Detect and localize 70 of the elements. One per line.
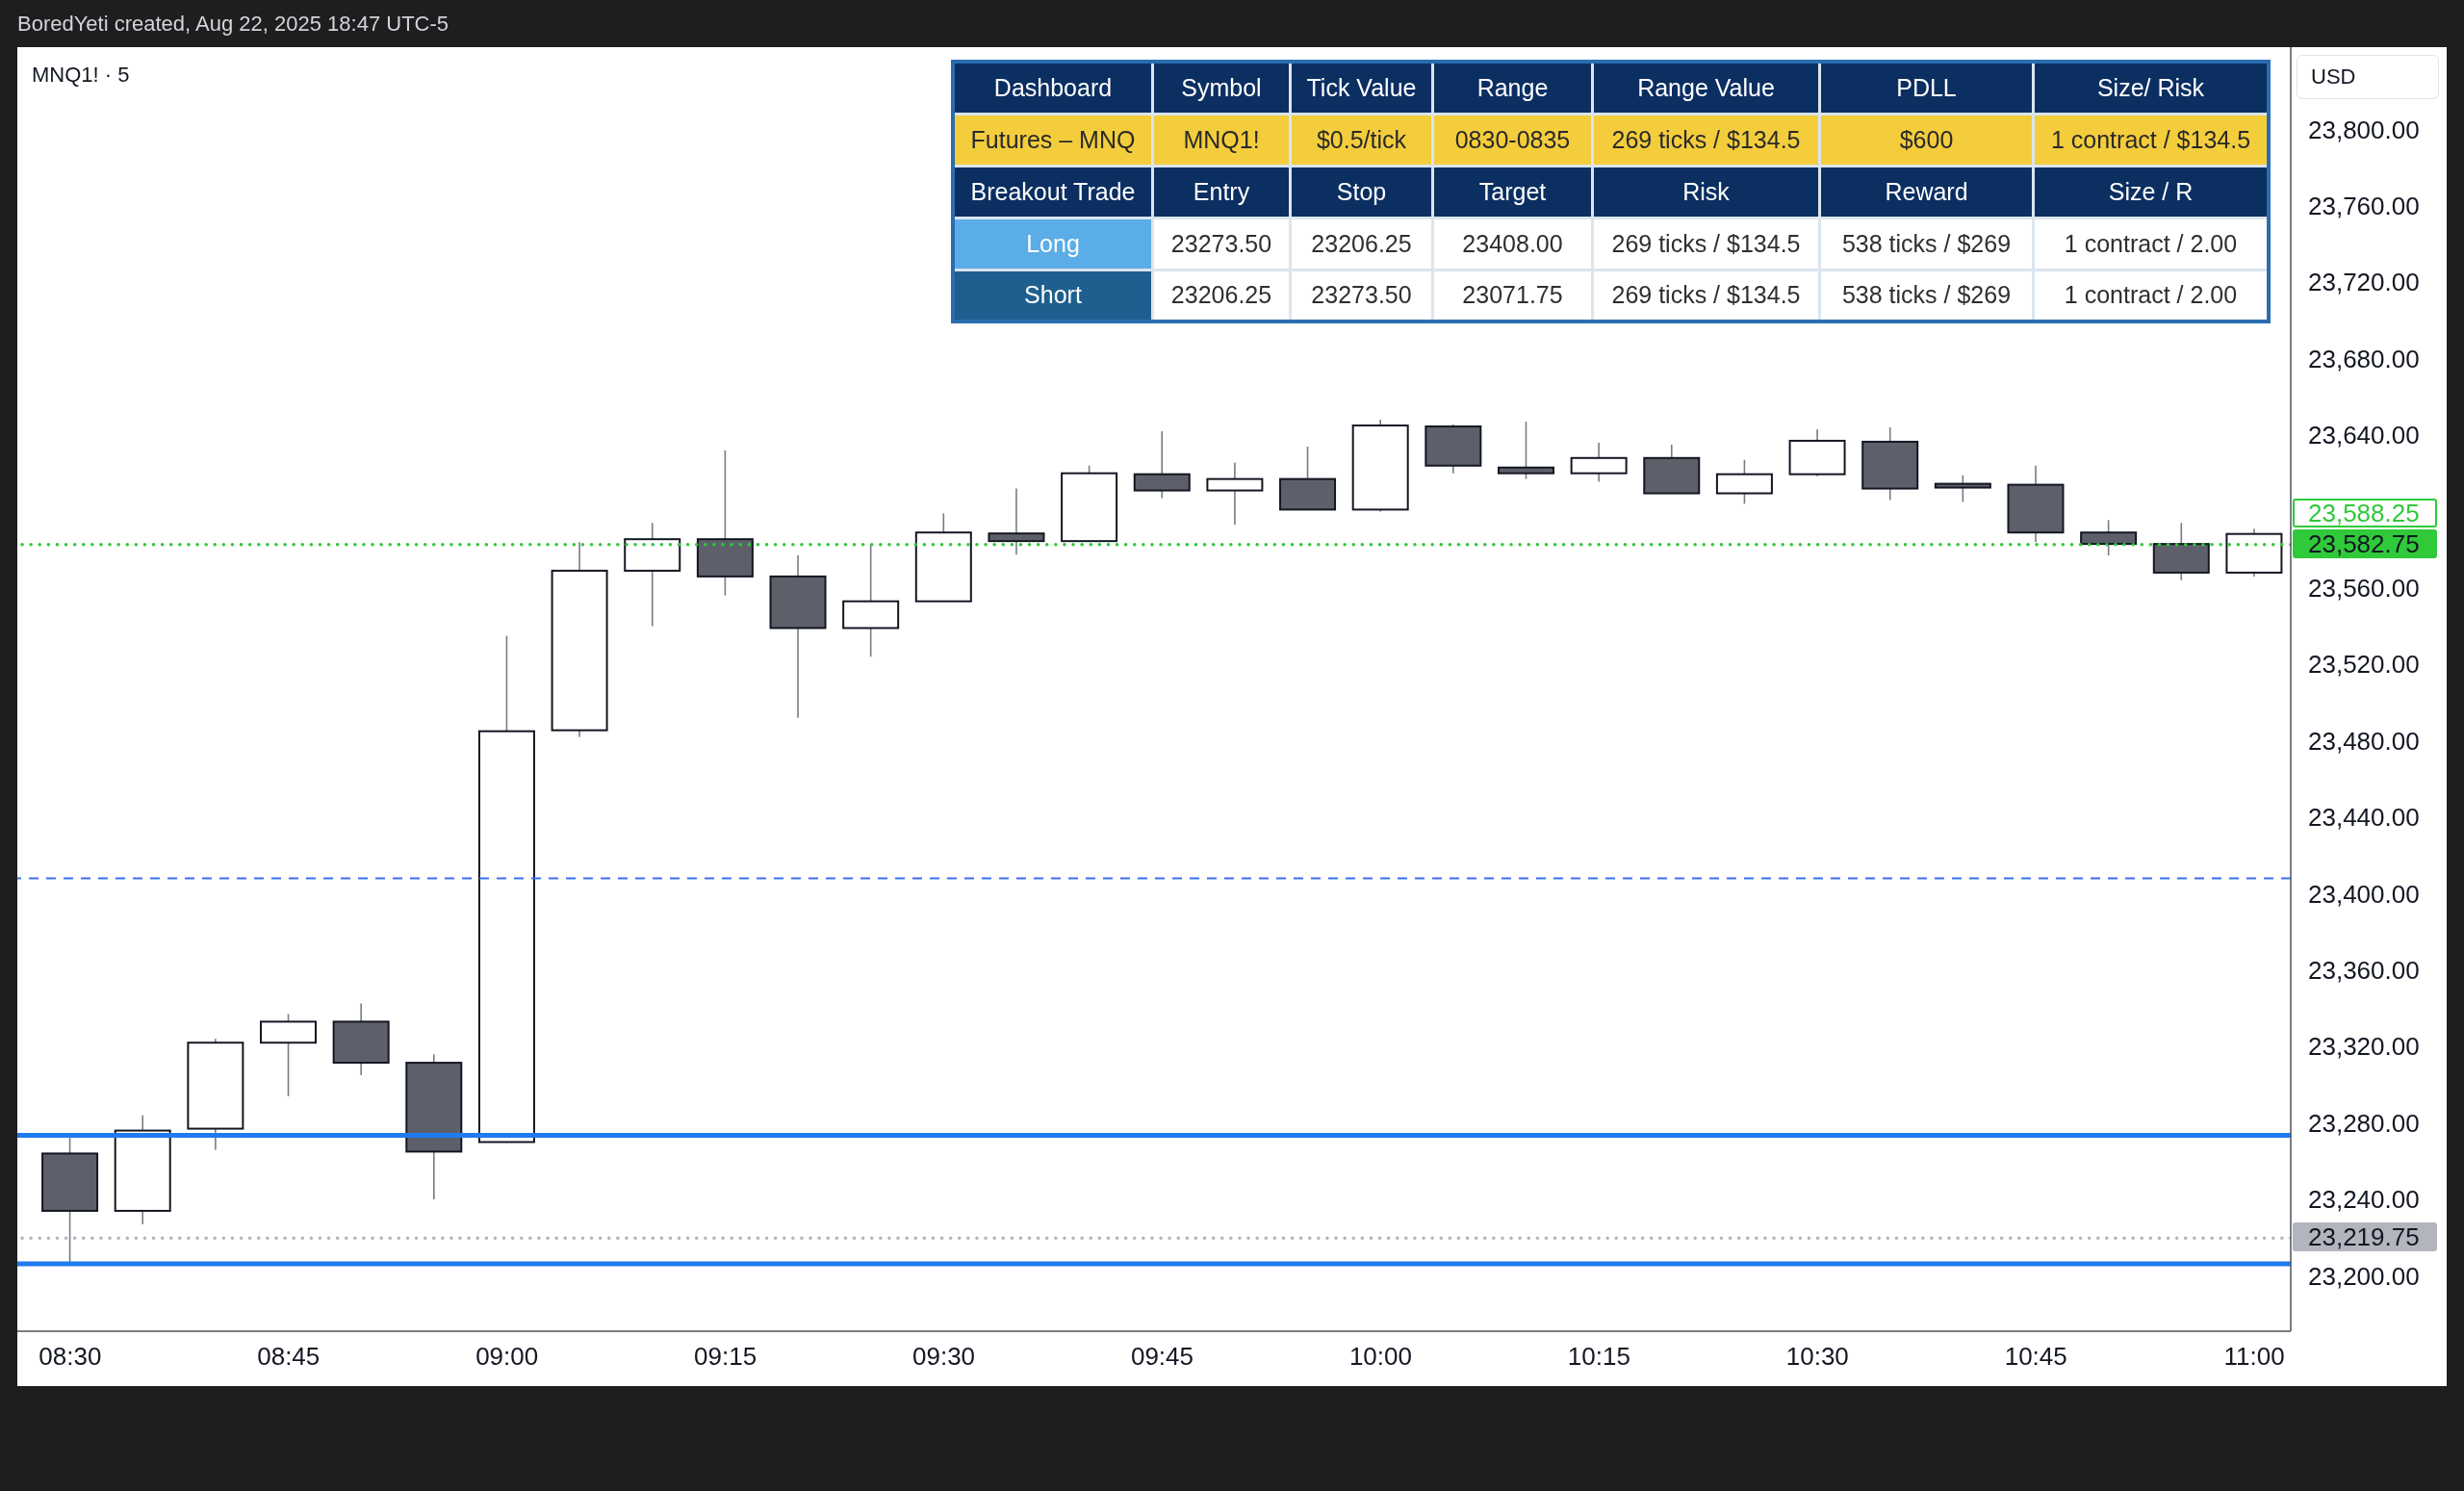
text: Stop [1336,177,1387,205]
text: Dashboard [993,73,1113,101]
x-tick-label: 09:30 [912,1342,976,1372]
text: Risk [1682,177,1730,205]
text: Reward [1885,177,1968,205]
ref-line-label: 23,582.75 [2293,528,2437,558]
text: Short [1024,281,1082,309]
y-tick-label: 23,480.00 [2308,726,2420,756]
text: Symbol [1181,73,1262,101]
x-tick-label: 10:00 [1348,1342,1412,1372]
y-tick-label: 23,800.00 [2308,115,2420,144]
y-tick-label: 23,720.00 [2308,268,2420,297]
text: Entry [1193,177,1250,205]
text: Range [1476,73,1549,101]
text: $600 [1899,125,1954,153]
y-tick-label: 23,280.00 [2308,1108,2420,1138]
y-tick-label: 23,640.00 [2308,421,2420,450]
x-tick-label: 08:45 [257,1342,321,1372]
ref-line-label: 23,219.75 [2293,1222,2437,1252]
text: 1 contract / 2.00 [2064,229,2238,257]
x-tick-label: 10:30 [1785,1342,1849,1372]
text: $0.5/tick [1316,125,1407,153]
text: 23273.50 [1170,229,1272,257]
annotation: 23,588.25 [2293,498,2437,527]
text: Tick Value [1306,73,1417,101]
text: MNQ1! [1183,125,1260,153]
x-tick-label: 09:15 [694,1342,757,1372]
y-tick-label: 23,400.00 [2308,879,2420,909]
text: Futures – MNQ [970,125,1136,153]
text: MNQ1! · 5 [32,63,130,88]
text: 23071.75 [1462,281,1563,309]
y-tick-label: 23,560.00 [2308,574,2420,604]
text: Breakout Trade [970,177,1136,205]
candlestick [988,487,1045,555]
text: 1 contract / $134.5 [2050,125,2251,153]
text: 269 ticks / $134.5 [1611,281,1801,309]
candlestick [1497,421,1554,480]
text: 23206.25 [1311,229,1412,257]
x-tick-label: 08:30 [38,1342,102,1372]
text: 538 ticks / $269 [1841,281,2012,309]
y-axis-title: USD [2297,55,2439,99]
text: BoredYeti created, Aug 22, 2025 18:47 UTC-5 [17,12,449,37]
text: 538 ticks / $269 [1841,229,2012,257]
y-tick-label: 23,200.00 [2308,1261,2420,1291]
text: Long [1026,229,1080,257]
x-tick-label: 09:00 [475,1342,539,1372]
y-tick-label: 23,240.00 [2308,1185,2420,1215]
text: 23206.25 [1170,281,1272,309]
x-tick-label: 11:00 [2223,1342,2285,1372]
x-tick-label: 10:15 [1567,1342,1630,1372]
x-tick-label: 09:45 [1130,1342,1194,1372]
text: Target [1478,177,1547,205]
text: 269 ticks / $134.5 [1611,229,1801,257]
text: Range Value [1637,73,1775,101]
text: 1 contract / 2.00 [2064,281,2238,309]
y-tick-label: 23,440.00 [2308,803,2420,833]
candlestick [1934,474,1991,503]
text: 23273.50 [1311,281,1412,309]
text: PDLL [1896,73,1957,101]
y-tick-label: 23,360.00 [2308,956,2420,986]
text: 0830-0835 [1454,125,1571,153]
text: 269 ticks / $134.5 [1611,125,1801,153]
text: Size / R [2108,177,2194,205]
text: 23408.00 [1462,229,1563,257]
text: Size/ Risk [2096,73,2205,101]
y-tick-label: 23,760.00 [2308,191,2420,220]
y-tick-label: 23,680.00 [2308,344,2420,373]
y-tick-label: 23,520.00 [2308,650,2420,680]
y-tick-label: 23,320.00 [2308,1032,2420,1062]
x-tick-label: 10:45 [2004,1342,2067,1372]
